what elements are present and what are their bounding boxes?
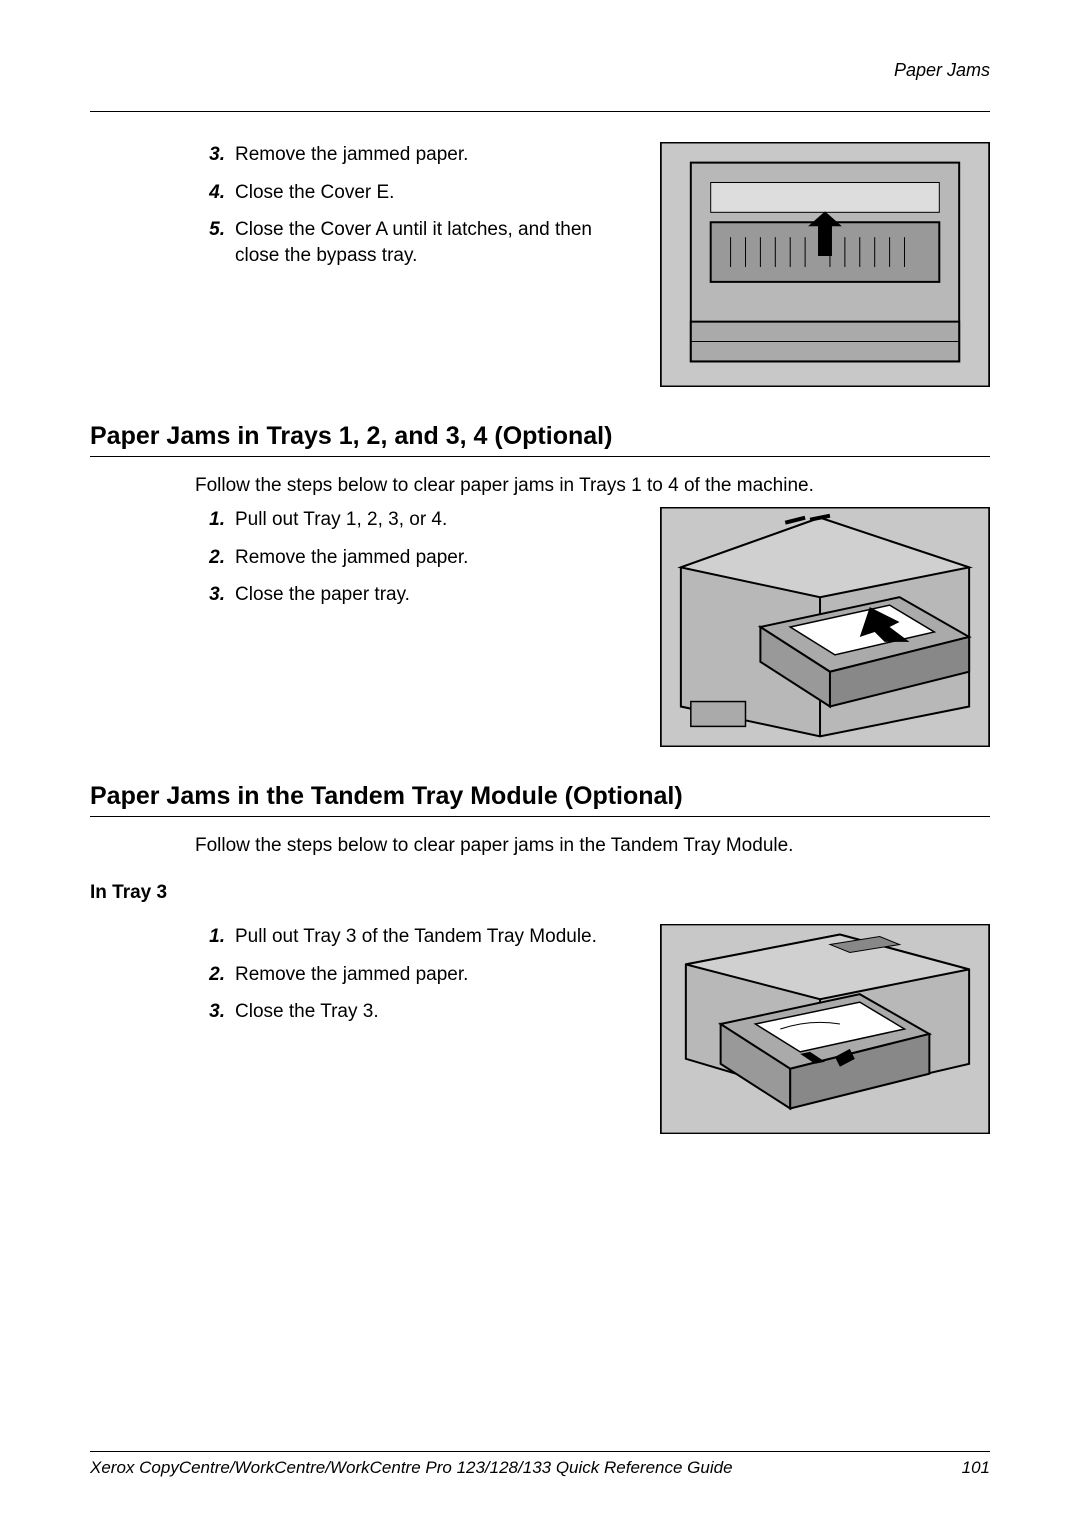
steps-list-1: 3.Remove the jammed paper. 4.Close the C… [195, 142, 630, 269]
page-container: Paper Jams 3.Remove the jammed paper. 4.… [0, 0, 1080, 1528]
header-label: Paper Jams [90, 60, 990, 81]
list-item: 1.Pull out Tray 1, 2, 3, or 4. [195, 507, 630, 533]
step-text: Pull out Tray 3 of the Tandem Tray Modul… [235, 924, 597, 950]
step-text: Pull out Tray 1, 2, 3, or 4. [235, 507, 447, 533]
step-text: Remove the jammed paper. [235, 545, 468, 571]
subheading-in-tray-3: In Tray 3 [90, 882, 990, 904]
printer-cover-diagram [660, 142, 990, 387]
list-item: 2.Remove the jammed paper. [195, 545, 630, 571]
step-text: Close the Cover A until it latches, and … [235, 217, 630, 268]
list-item: 1.Pull out Tray 3 of the Tandem Tray Mod… [195, 924, 630, 950]
list-item: 3.Close the paper tray. [195, 582, 630, 608]
list-item: 3.Close the Tray 3. [195, 999, 630, 1025]
header-rule [90, 111, 990, 112]
step-text: Close the paper tray. [235, 582, 410, 608]
list-item: 3.Remove the jammed paper. [195, 142, 630, 168]
step-text: Remove the jammed paper. [235, 142, 468, 168]
page-footer: Xerox CopyCentre/WorkCentre/WorkCentre P… [90, 1451, 990, 1478]
list-item: 2.Remove the jammed paper. [195, 962, 630, 988]
printer-tray-diagram [660, 507, 990, 747]
tray-illustration-icon [661, 507, 989, 747]
intro-tandem-tray: Follow the steps below to clear paper ja… [90, 835, 990, 857]
page-number: 101 [962, 1458, 990, 1478]
steps-list-2: 1.Pull out Tray 1, 2, 3, or 4. 2.Remove … [195, 507, 630, 608]
tandem-tray-diagram [660, 924, 990, 1134]
step-text: Close the Tray 3. [235, 999, 379, 1025]
intro-trays-1-4: Follow the steps below to clear paper ja… [90, 475, 990, 497]
footer-rule [90, 1451, 990, 1452]
heading-trays-1-4: Paper Jams in Trays 1, 2, and 3, 4 (Opti… [90, 422, 990, 457]
section-cover-e: 3.Remove the jammed paper. 4.Close the C… [90, 142, 990, 387]
steps-list-3: 1.Pull out Tray 3 of the Tandem Tray Mod… [195, 924, 630, 1025]
footer-text: Xerox CopyCentre/WorkCentre/WorkCentre P… [90, 1458, 733, 1478]
step-text: Close the Cover E. [235, 180, 394, 206]
list-item: 4.Close the Cover E. [195, 180, 630, 206]
step-text: Remove the jammed paper. [235, 962, 468, 988]
tandem-illustration-icon [661, 924, 989, 1134]
printer-illustration-icon [661, 142, 989, 387]
heading-tandem-tray: Paper Jams in the Tandem Tray Module (Op… [90, 782, 990, 817]
list-item: 5.Close the Cover A until it latches, an… [195, 217, 630, 268]
